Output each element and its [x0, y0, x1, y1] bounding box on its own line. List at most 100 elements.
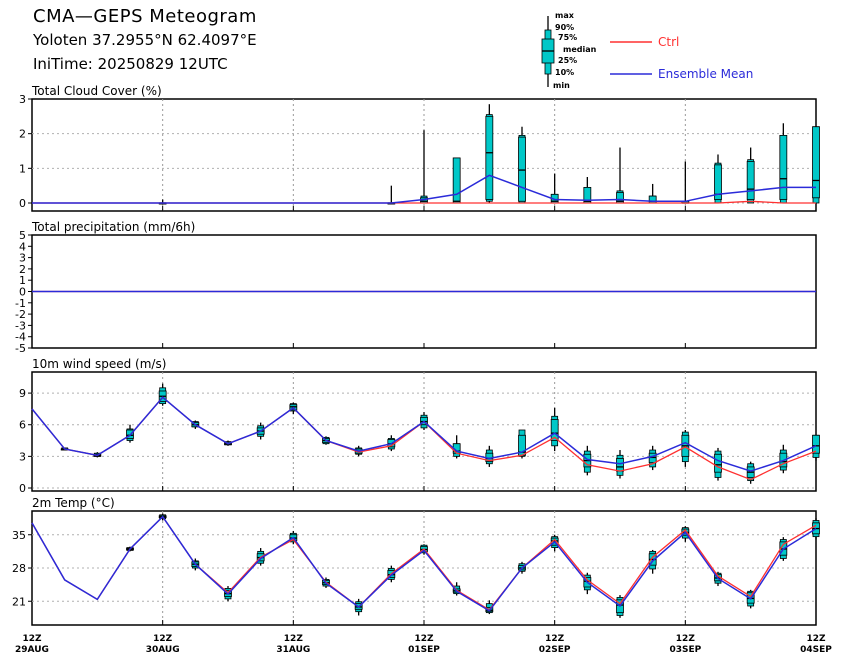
box-step-21 — [714, 447, 722, 481]
box-step-17 — [583, 445, 592, 476]
box-step-19 — [648, 445, 657, 471]
panel-2: 10m wind speed (m/s) 0 3 6 9 — [19, 357, 820, 495]
meteogram-title: CMA—GEPS Meteogram — [33, 6, 257, 27]
y-tick-label: 28 — [12, 562, 26, 575]
y-tick-label: 4 — [19, 240, 26, 253]
y-tick-label: 0 — [19, 286, 26, 299]
box-step-19 — [648, 183, 657, 204]
y-tick-label: -1 — [15, 297, 26, 310]
box-step-22 — [746, 147, 755, 204]
legend-box-label: max — [555, 11, 575, 20]
legend-box-label: median — [563, 45, 597, 54]
box-step-24 — [812, 518, 820, 540]
box-inner — [518, 136, 526, 202]
location-label: Yoloten 37.2955°N 62.4097°E — [33, 31, 257, 49]
x-tick-label-hour: 12Z — [153, 634, 173, 644]
box-step-24 — [812, 434, 820, 461]
y-tick-label: 0 — [19, 482, 26, 495]
legend-box-label: 10% — [555, 68, 574, 77]
box-inner — [714, 453, 722, 473]
box-step-23 — [779, 123, 788, 204]
panel-1: Total precipitation (mm/6h) -5-4-3-2-1012… — [15, 220, 817, 355]
y-tick-label: 35 — [12, 529, 26, 542]
panel-title: 2m Temp (°C) — [32, 496, 115, 510]
x-tick-label-date: 01SEP — [408, 645, 440, 655]
box-step-22 — [746, 461, 755, 484]
panel-title: 10m wind speed (m/s) — [32, 357, 166, 371]
y-tick-label: 0 — [19, 197, 26, 210]
init-time-label: IniTime: 20250829 12UTC — [33, 55, 228, 73]
panel-title: Total precipitation (mm/6h) — [31, 220, 195, 234]
x-tick-label-date: 29AUG — [15, 645, 49, 655]
box-step-12 — [420, 130, 428, 204]
legend-mean-label: Ensemble Mean — [658, 67, 753, 81]
box-step-13 — [452, 157, 461, 204]
meteogram-header: CMA—GEPS Meteogram Yoloten 37.2955°N 62.… — [0, 0, 841, 100]
y-tick-label: 1 — [19, 274, 26, 287]
panel-0: Total Cloud Cover (%) 0 1 2 3 — [19, 84, 820, 212]
y-tick-label: 21 — [12, 595, 26, 608]
x-tick-label-date: 31AUG — [276, 645, 310, 655]
x-tick-label-hour: 12Z — [22, 634, 42, 644]
x-tick-label-date: 04SEP — [800, 645, 832, 655]
x-tick-label-date: 03SEP — [669, 645, 701, 655]
y-tick-label: 3 — [19, 93, 26, 106]
legend-ctrl-label: Ctrl — [658, 35, 679, 49]
box-step-15 — [518, 126, 526, 204]
box-step-14 — [485, 445, 494, 467]
box-inner — [485, 115, 494, 200]
box-inner — [550, 419, 559, 441]
y-tick-label: -2 — [15, 308, 26, 321]
time-axis: 12Z29AUG12Z30AUG12Z31AUG12Z01SEP12Z02SEP… — [15, 634, 832, 655]
y-tick-label: 1 — [19, 162, 26, 175]
box-step-16 — [550, 407, 559, 452]
y-tick-label: 9 — [19, 387, 26, 400]
legend-box-label: 25% — [558, 56, 577, 65]
x-tick-label-hour: 12Z — [676, 634, 696, 644]
panel-3: 2m Temp (°C) 21 28 35 — [12, 496, 820, 626]
legend-box-label: 75% — [558, 33, 577, 42]
box-step-15 — [518, 429, 526, 459]
legend-box-label: 90% — [555, 23, 574, 32]
box-step-3 — [126, 424, 134, 443]
y-tick-label: 5 — [19, 229, 26, 242]
ensemble-mean-line — [32, 174, 816, 204]
box-step-13 — [452, 435, 461, 459]
y-tick-label: -5 — [15, 342, 26, 355]
box-step-4 — [158, 383, 167, 406]
y-tick-label: 3 — [19, 252, 26, 265]
box-step-17 — [583, 177, 592, 204]
box-inner — [616, 458, 624, 472]
x-tick-label-hour: 12Z — [414, 634, 434, 644]
legend-box-label: min — [553, 81, 570, 90]
box-inner — [812, 434, 820, 454]
box-step-11 — [387, 185, 396, 205]
y-tick-label: 2 — [19, 263, 26, 276]
box-inner — [452, 157, 461, 204]
ensemble-mean-line — [31, 515, 817, 612]
ensemble-mean-line — [31, 396, 817, 472]
box-step-20 — [681, 161, 690, 204]
box-inner — [779, 134, 788, 200]
panel-title: Total Cloud Cover (%) — [31, 84, 162, 98]
box-inner — [714, 164, 722, 200]
y-tick-label: 3 — [19, 450, 26, 463]
x-tick-label-hour: 12Z — [806, 634, 826, 644]
y-tick-label: -4 — [15, 331, 26, 344]
x-tick-label-hour: 12Z — [284, 634, 304, 644]
x-tick-label-hour: 12Z — [545, 634, 565, 644]
box-step-24 — [812, 126, 820, 204]
box-step-18 — [616, 147, 624, 204]
y-tick-label: 6 — [19, 419, 26, 432]
box-inner — [812, 126, 820, 199]
x-tick-label-date: 30AUG — [146, 645, 180, 655]
box-step-21 — [714, 154, 722, 204]
x-tick-label-date: 02SEP — [539, 645, 571, 655]
y-tick-label: 2 — [19, 128, 26, 141]
box-inner — [746, 160, 755, 200]
box-step-14 — [485, 104, 494, 203]
legend: max 90%75% median 25% 10% min Ctrl Ensemble Mea… — [541, 11, 753, 90]
y-tick-label: -3 — [15, 319, 26, 332]
